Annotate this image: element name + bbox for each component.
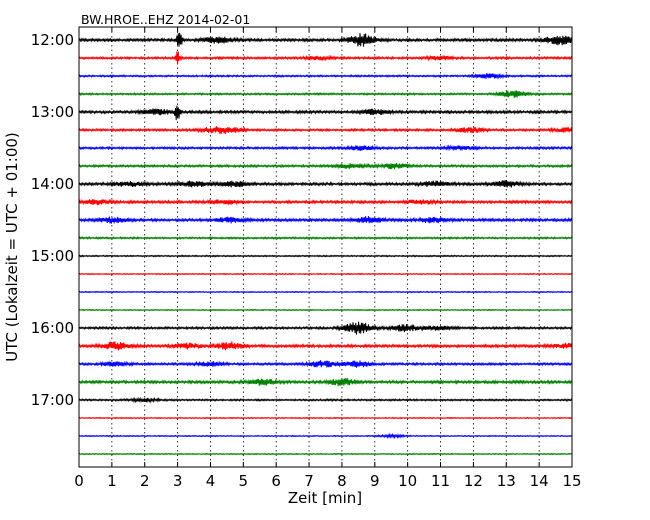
x-tick-label: 2 — [140, 472, 150, 490]
trace-1330 — [78, 144, 573, 152]
x-tick-label: 8 — [337, 472, 347, 490]
chart-title: BW.HROE..EHZ 2014-02-01 — [81, 12, 250, 27]
y-tick-label: 12:00 — [31, 31, 74, 49]
x-axis: 0 1 2 3 4 5 6 7 8 9 10 11 12 13 14 15 — [74, 27, 582, 490]
x-tick-label: 4 — [206, 472, 216, 490]
trace-1500 — [78, 254, 573, 258]
y-tick-label: 15:00 — [31, 247, 74, 265]
trace-1445 — [78, 236, 573, 240]
x-tick-label: 0 — [74, 472, 84, 490]
trace-1345 — [78, 162, 573, 170]
x-tick-label: 5 — [239, 472, 249, 490]
x-tick-label: 3 — [173, 472, 183, 490]
x-tick-label: 13 — [497, 472, 516, 490]
seismogram-traces — [78, 32, 573, 456]
y-tick-label: 16:00 — [31, 319, 74, 337]
trace-1400 — [78, 180, 573, 188]
y-axis-label: UTC (Lokalzeit = UTC + 01:00) — [3, 132, 21, 362]
trace-1745 — [78, 452, 573, 456]
trace-1215 — [78, 51, 573, 65]
y-tick-label: 13:00 — [31, 103, 74, 121]
trace-1615 — [78, 341, 573, 351]
plot-frame — [78, 26, 573, 468]
x-tick-label: 9 — [370, 472, 380, 490]
trace-1530 — [78, 290, 573, 294]
trace-1315 — [78, 126, 573, 134]
x-tick-label: 7 — [304, 472, 314, 490]
trace-1245 — [78, 90, 573, 98]
x-axis-label: Zeit [min] — [288, 489, 362, 507]
trace-1700 — [78, 396, 573, 404]
x-tick-label: 12 — [464, 472, 483, 490]
trace-1230 — [78, 73, 573, 80]
trace-1415 — [78, 198, 573, 206]
x-tick-label: 14 — [530, 472, 549, 490]
trace-1730 — [78, 432, 573, 440]
trace-1715 — [78, 416, 573, 420]
x-tick-label: 10 — [398, 472, 417, 490]
trace-1430 — [78, 216, 573, 224]
y-tick-label: 14:00 — [31, 175, 74, 193]
trace-1300 — [78, 105, 573, 121]
x-tick-label: 6 — [271, 472, 281, 490]
x-tick-label: 15 — [562, 472, 581, 490]
trace-1515 — [78, 272, 573, 276]
trace-1600 — [78, 321, 573, 335]
y-axis: 12:00 13:00 14:00 15:00 16:00 17:00 — [31, 31, 572, 409]
trace-1200 — [78, 32, 573, 47]
y-tick-label: 17:00 — [31, 391, 74, 409]
x-tick-label: 11 — [431, 472, 450, 490]
trace-1645 — [78, 377, 573, 387]
trace-1630 — [78, 360, 573, 368]
grid-lines — [111, 27, 540, 467]
trace-1545 — [78, 308, 573, 312]
x-tick-label: 1 — [107, 472, 117, 490]
